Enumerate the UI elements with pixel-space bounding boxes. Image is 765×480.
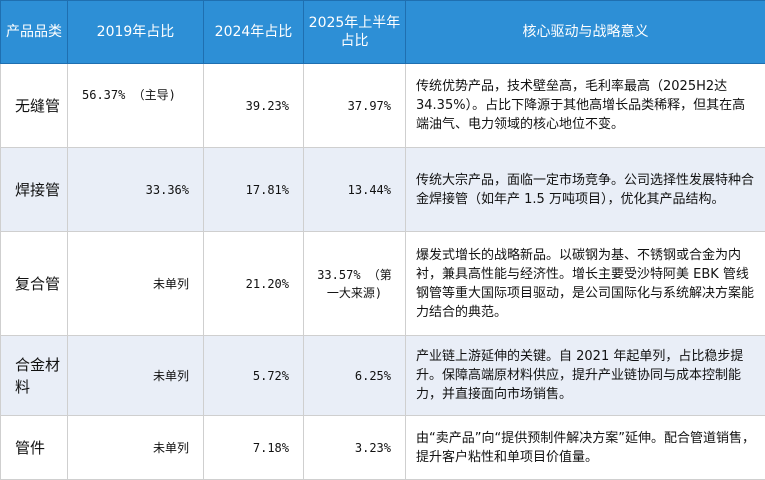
header-2025h1-share: 2025年上半年占比: [303, 0, 406, 64]
row-description: 由“卖产品”向“提供预制件解决方案”延伸。配合管道销售，提升客户粘性和单项目价值…: [405, 415, 765, 480]
table-row: 复合管 未单列 21.20% 33.57% （第一大来源) 爆发式增长的战略新品…: [0, 231, 765, 336]
header-strategic-significance: 核心驱动与战略意义: [405, 0, 765, 64]
row-2024-share: 17.81%: [203, 147, 304, 232]
row-2024-share: 5.72%: [203, 335, 304, 416]
row-description: 爆发式增长的战略新品。以碳钢为基、不锈钢或合金为内衬，兼具高性能与经济性。增长主…: [405, 231, 765, 336]
table-row: 焊接管 33.36% 17.81% 13.44% 传统大宗产品，面临一定市场竞争…: [0, 147, 765, 232]
header-2019-share: 2019年占比: [67, 0, 204, 64]
row-2024-share: 7.18%: [203, 415, 304, 480]
table-header-row: 产品品类 2019年占比 2024年占比 2025年上半年占比 核心驱动与战略意…: [0, 0, 765, 64]
row-2025h1-share: 13.44%: [303, 147, 406, 232]
row-2024-share: 21.20%: [203, 231, 304, 336]
row-2019-share: 未单列: [67, 335, 204, 416]
row-category: 焊接管: [0, 147, 68, 232]
table-row: 合金材料 未单列 5.72% 6.25% 产业链上游延伸的关键。自 2021 年…: [0, 335, 765, 416]
table-row: 无缝管 56.37% （主导) 39.23% 37.97% 传统优势产品，技术壁…: [0, 63, 765, 148]
row-description: 传统大宗产品，面临一定市场竞争。公司选择性发展特种合金焊接管（如年产 1.5 万…: [405, 147, 765, 232]
row-2025h1-share: 37.97%: [303, 63, 406, 148]
header-category: 产品品类: [0, 0, 68, 64]
row-category: 复合管: [0, 231, 68, 336]
row-2025h1-share: 33.57% （第一大来源): [303, 231, 406, 336]
row-2024-share: 39.23%: [203, 63, 304, 148]
row-2019-share: 56.37% （主导): [67, 63, 204, 148]
row-2019-share: 未单列: [67, 231, 204, 336]
row-2019-share: 未单列: [67, 415, 204, 480]
row-2019-share: 33.36%: [67, 147, 204, 232]
row-category: 合金材料: [0, 335, 68, 416]
row-2025h1-share: 6.25%: [303, 335, 406, 416]
row-2025h1-share: 3.23%: [303, 415, 406, 480]
row-description: 产业链上游延伸的关键。自 2021 年起单列，占比稳步提升。保障高端原材料供应，…: [405, 335, 765, 416]
header-2024-share: 2024年占比: [203, 0, 304, 64]
row-category: 管件: [0, 415, 68, 480]
row-description: 传统优势产品，技术壁垒高，毛利率最高（2025H2达34.35%）。占比下降源于…: [405, 63, 765, 148]
table-row: 管件 未单列 7.18% 3.23% 由“卖产品”向“提供预制件解决方案”延伸。…: [0, 415, 765, 480]
row-category: 无缝管: [0, 63, 68, 148]
